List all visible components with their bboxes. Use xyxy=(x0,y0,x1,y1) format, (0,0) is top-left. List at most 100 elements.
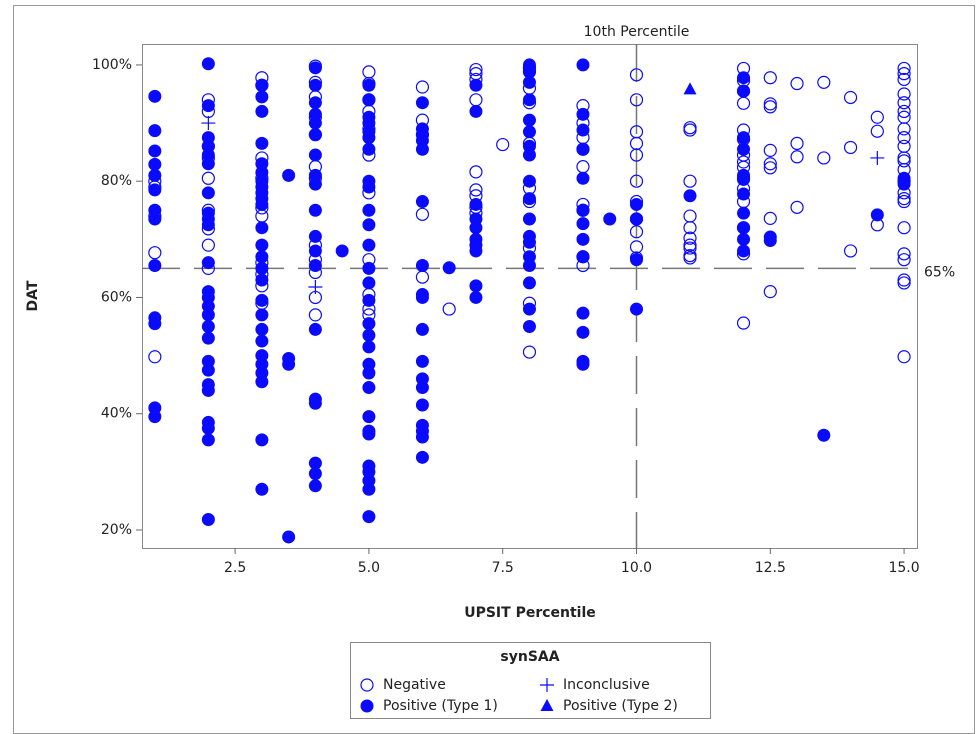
point xyxy=(362,218,376,232)
point xyxy=(362,131,376,145)
point xyxy=(790,200,804,214)
point xyxy=(576,171,590,185)
point xyxy=(148,246,162,260)
point xyxy=(148,410,162,424)
point xyxy=(308,96,322,110)
point xyxy=(737,84,751,98)
point xyxy=(897,130,911,145)
reference-label: 65% xyxy=(924,264,955,280)
point xyxy=(415,381,429,395)
point xyxy=(255,238,269,252)
x-tick-label: 7.5 xyxy=(492,560,514,576)
point xyxy=(790,76,804,91)
point xyxy=(362,142,376,156)
y-tick-label: 20% xyxy=(101,522,132,538)
point xyxy=(763,161,777,175)
point xyxy=(576,357,590,371)
point xyxy=(201,331,215,345)
point xyxy=(148,183,162,197)
point xyxy=(148,350,162,364)
point xyxy=(255,250,269,264)
point xyxy=(763,143,777,157)
point xyxy=(469,104,483,118)
point xyxy=(737,244,751,258)
point xyxy=(737,187,751,201)
legend-title: synSAA xyxy=(500,649,559,665)
point xyxy=(897,253,911,267)
point xyxy=(308,322,322,336)
point xyxy=(201,256,215,270)
point xyxy=(763,233,777,247)
point xyxy=(737,221,751,235)
point xyxy=(522,75,536,89)
point xyxy=(469,62,483,77)
legend-label: Positive (Type 1) xyxy=(383,698,498,714)
point xyxy=(629,174,644,188)
point xyxy=(469,183,483,197)
x-tick-label: 15.0 xyxy=(888,560,919,576)
point xyxy=(629,240,644,254)
point xyxy=(763,71,777,85)
point xyxy=(737,142,751,156)
point xyxy=(576,58,590,72)
point xyxy=(362,381,376,395)
point xyxy=(148,168,162,182)
point xyxy=(148,258,162,272)
legend-marker xyxy=(360,699,374,713)
point xyxy=(255,78,269,92)
point xyxy=(469,78,483,92)
point xyxy=(308,148,322,162)
point xyxy=(255,90,269,104)
point xyxy=(763,97,777,111)
point xyxy=(737,131,751,145)
point xyxy=(897,154,911,168)
point xyxy=(335,244,349,258)
point xyxy=(897,72,911,87)
point xyxy=(870,124,884,138)
point xyxy=(897,96,911,110)
point xyxy=(308,258,322,272)
point xyxy=(362,276,376,290)
point xyxy=(308,78,322,92)
point xyxy=(629,68,644,82)
point xyxy=(897,273,911,287)
point xyxy=(629,148,644,162)
point xyxy=(255,322,269,336)
y-tick-label: 60% xyxy=(101,289,132,305)
point xyxy=(522,192,536,206)
point xyxy=(897,67,911,81)
point xyxy=(415,290,429,304)
point xyxy=(255,197,269,211)
point xyxy=(201,513,215,527)
point xyxy=(362,328,376,342)
point xyxy=(362,78,376,92)
point xyxy=(148,212,162,226)
point xyxy=(362,293,376,307)
point xyxy=(362,203,376,217)
y-tick-label: 100% xyxy=(92,57,132,73)
point xyxy=(522,174,536,188)
legend-marker xyxy=(540,699,554,711)
point xyxy=(737,71,751,85)
point xyxy=(522,93,536,107)
point xyxy=(255,334,269,348)
point xyxy=(362,510,376,524)
point xyxy=(415,258,429,272)
point xyxy=(576,232,590,246)
point xyxy=(362,366,376,380)
point xyxy=(683,241,697,255)
point xyxy=(201,320,215,334)
point xyxy=(843,140,858,155)
point xyxy=(897,276,911,290)
point xyxy=(415,450,429,464)
point xyxy=(897,194,911,209)
point xyxy=(790,150,804,164)
point xyxy=(362,482,376,496)
point xyxy=(817,428,831,442)
point xyxy=(415,322,429,336)
point xyxy=(308,177,322,191)
point xyxy=(415,80,430,94)
point xyxy=(522,235,536,249)
point xyxy=(629,93,644,107)
legend-label: Negative xyxy=(383,677,446,693)
